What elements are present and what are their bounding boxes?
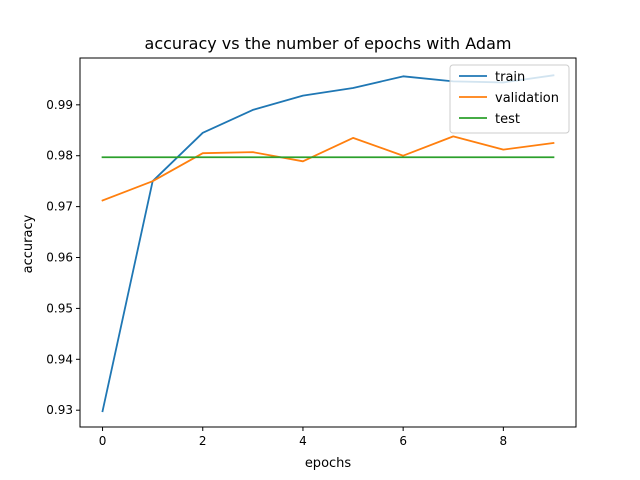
x-tick-label: 4 bbox=[299, 434, 307, 448]
y-tick-label: 0.95 bbox=[46, 301, 73, 315]
x-tick-label: 6 bbox=[399, 434, 407, 448]
y-tick-label: 0.93 bbox=[46, 403, 73, 417]
legend-label-test: test bbox=[495, 112, 520, 127]
y-tick-label: 0.94 bbox=[46, 352, 73, 366]
y-tick-label: 0.98 bbox=[46, 149, 73, 163]
x-tick-label: 0 bbox=[99, 434, 107, 448]
axes-border bbox=[79, 57, 577, 428]
legend-label-train: train bbox=[495, 70, 525, 85]
y-tick-label: 0.97 bbox=[46, 200, 73, 214]
axes-frame bbox=[79, 57, 577, 428]
y-tick-label: 0.96 bbox=[46, 251, 73, 265]
y-axis-label: accuracy bbox=[21, 214, 36, 273]
legend-label-validation: validation bbox=[495, 91, 559, 106]
legend-box bbox=[449, 64, 570, 134]
x-tick-label: 8 bbox=[500, 434, 508, 448]
y-tick-label: 0.99 bbox=[46, 98, 73, 112]
legend: train validation test bbox=[449, 64, 570, 134]
x-axis-label: epochs bbox=[305, 456, 352, 471]
x-tick-label: 2 bbox=[199, 434, 207, 448]
x-axis-ticks: 0 2 4 6 8 bbox=[99, 427, 507, 448]
series-line-validation bbox=[101, 135, 555, 202]
chart-title: accuracy vs the number of epochs with Ad… bbox=[145, 34, 512, 53]
y-axis-ticks: 0.93 0.94 0.95 0.96 0.97 0.98 0.99 bbox=[46, 98, 80, 417]
